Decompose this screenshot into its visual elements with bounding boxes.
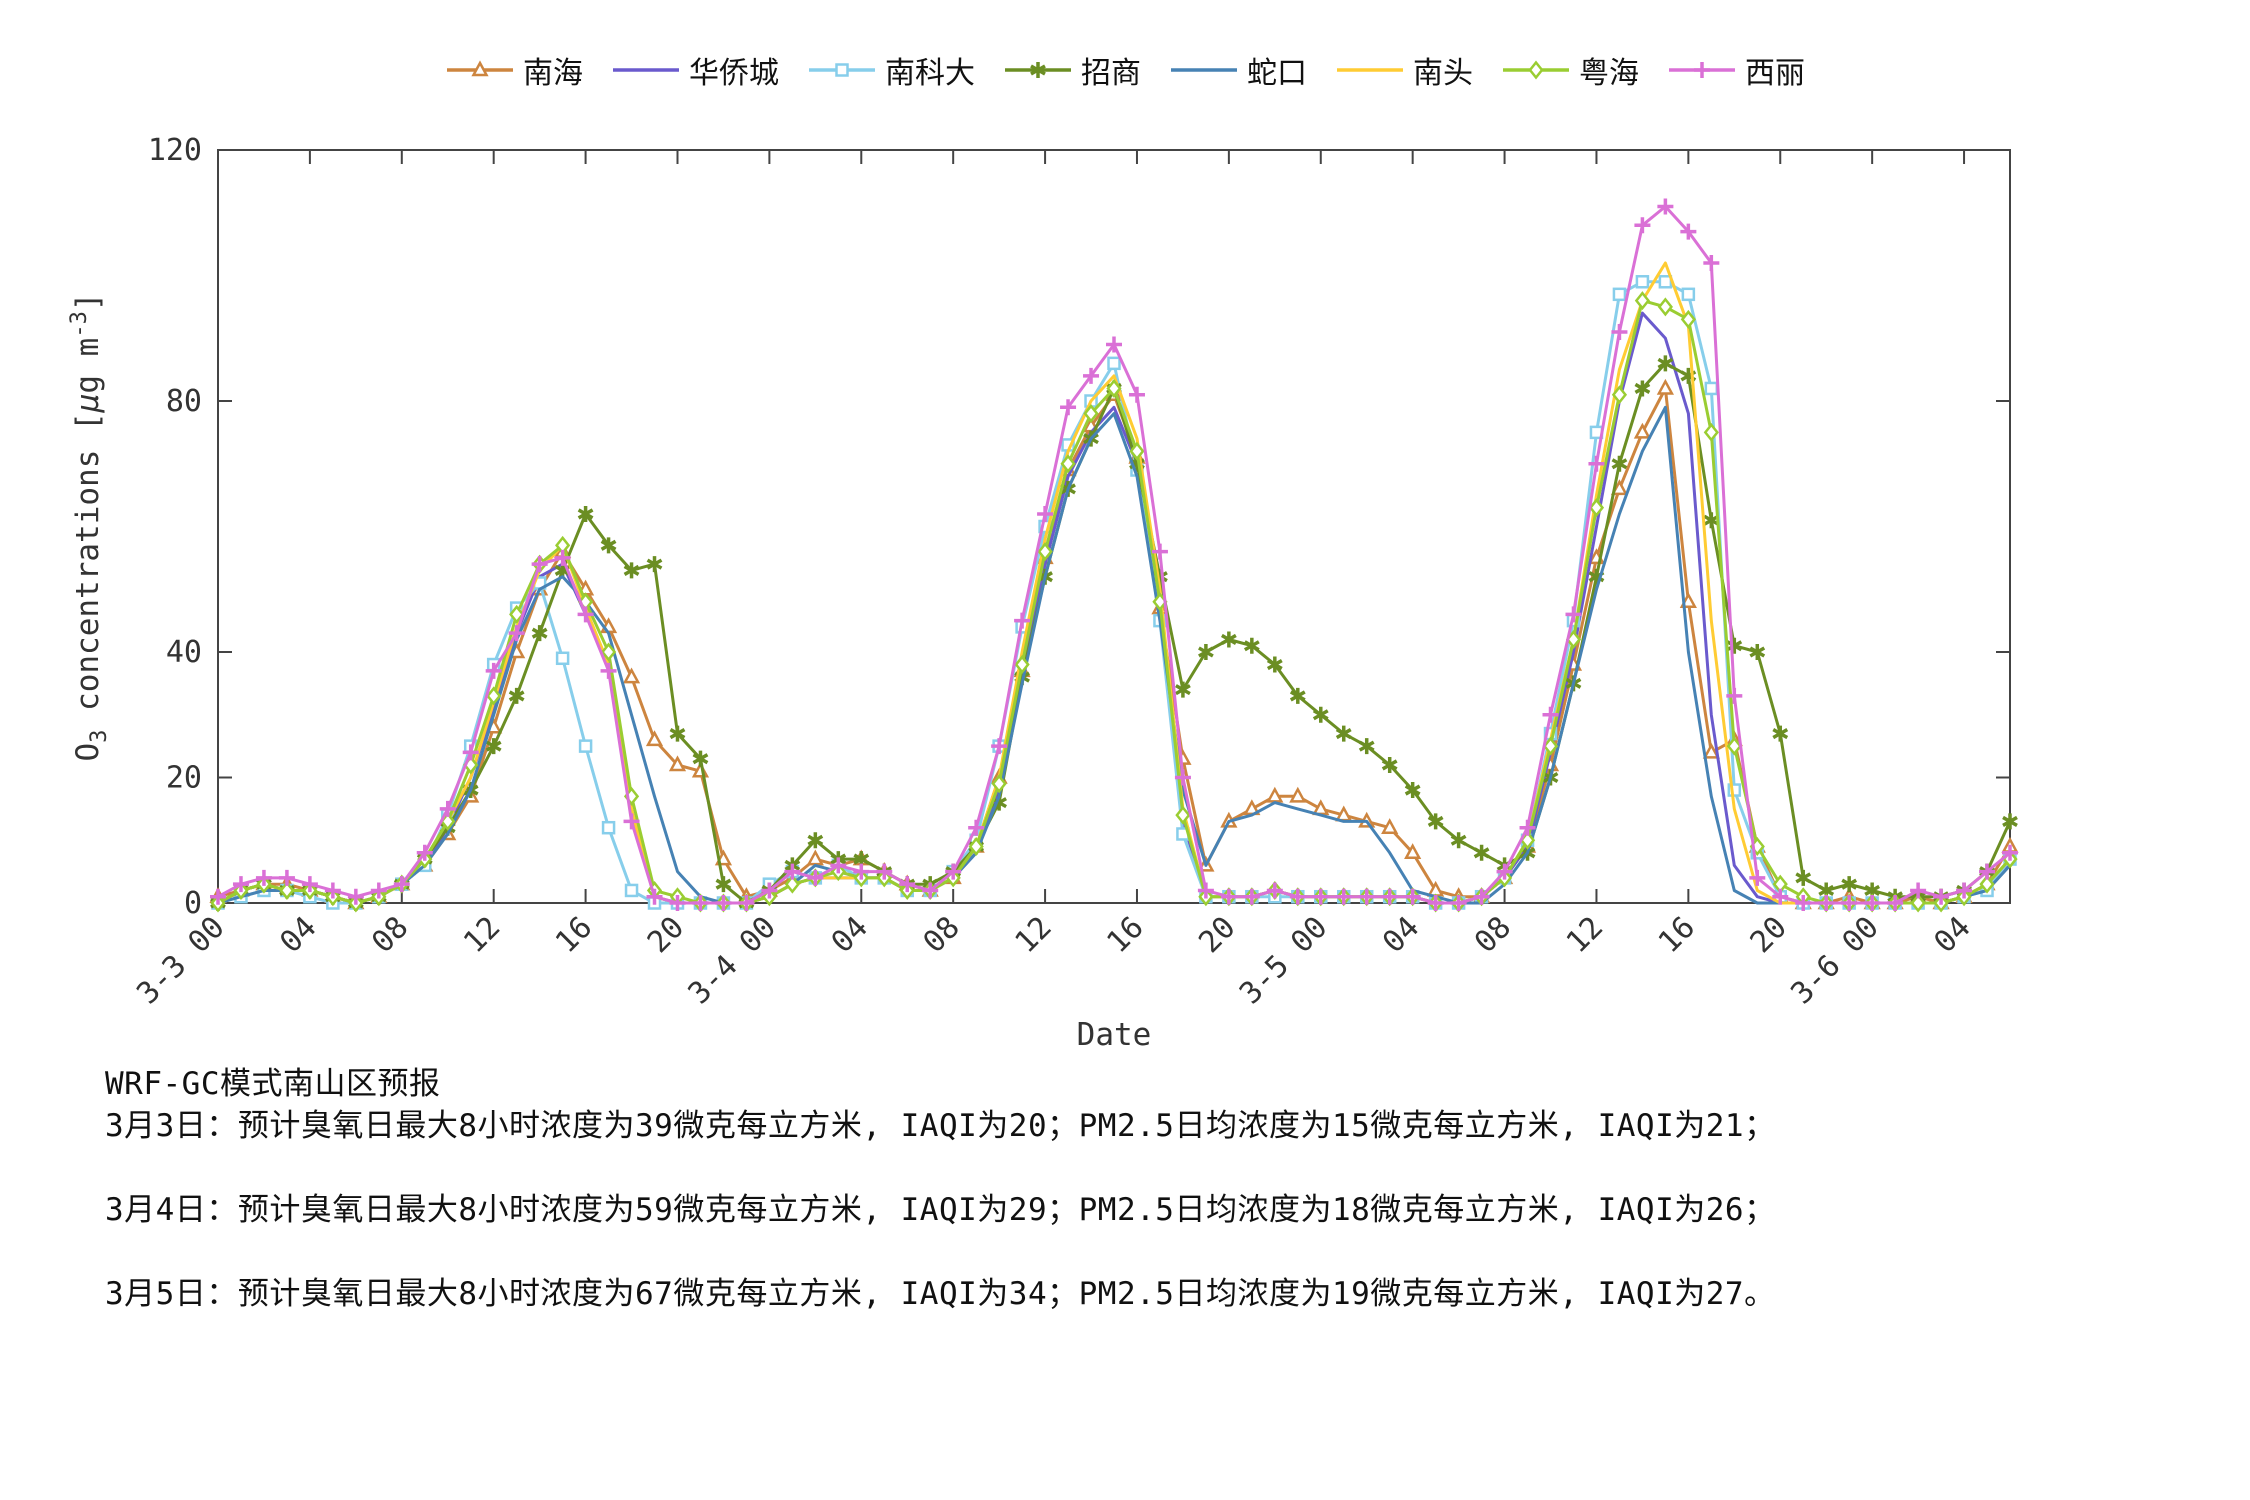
x-tick-label: 12	[457, 910, 507, 960]
legend-marker-plus-icon	[1669, 62, 1735, 78]
x-tick-label: 20	[1192, 910, 1242, 960]
x-tick-label: 12	[1008, 910, 1058, 960]
series-南海	[209, 378, 2019, 910]
legend-label: 西丽	[1745, 56, 1805, 91]
legend-marker-square-icon	[809, 63, 875, 77]
legend-label: 蛇口	[1247, 56, 1307, 91]
x-tick-label: 16	[1100, 910, 1150, 960]
x-tick-label: 3-5 00	[1233, 910, 1334, 1011]
forecast-day2-text: 3月4日：预计臭氧日最大8小时浓度为59微克每立方米, IAQI为29；PM2.…	[105, 1192, 1776, 1228]
y-tick-label: 20	[166, 761, 202, 796]
x-tick-label: 3-4 00	[682, 910, 783, 1011]
chart-legend: 南海 华侨城 南科大 招商 蛇口 南头 粤海 西丽	[0, 48, 2250, 92]
forecast-day1-text: 3月3日：预计臭氧日最大8小时浓度为39微克每立方米, IAQI为20；PM2.…	[105, 1108, 1776, 1144]
x-tick-label: 04	[1927, 910, 1977, 960]
series-南科大	[211, 275, 2017, 910]
legend-marker-none-icon	[1171, 68, 1237, 72]
legend-item-粤海: 粤海	[1501, 48, 1639, 92]
y-tick-label: 0	[184, 886, 202, 921]
forecast-day3-text: 3月5日：预计臭氧日最大8小时浓度为67微克每立方米, IAQI为34；PM2.…	[105, 1276, 1776, 1312]
legend-item-华侨城: 华侨城	[611, 48, 779, 92]
legend-marker-none-icon	[1337, 68, 1403, 72]
x-tick-label: 20	[641, 910, 691, 960]
legend-marker-triangle-icon	[447, 60, 513, 77]
legend-marker-diamond-icon	[1503, 60, 1569, 80]
legend-label: 南头	[1413, 56, 1473, 91]
x-tick-label: 08	[917, 910, 967, 960]
x-tick-label: 3-6 00	[1784, 910, 1885, 1011]
series-西丽	[210, 198, 2018, 911]
x-tick-label: 16	[549, 910, 599, 960]
y-tick-label: 120	[148, 133, 202, 168]
x-tick-label: 3-3 00	[130, 910, 231, 1011]
legend-item-南头: 南头	[1335, 48, 1473, 92]
x-tick-label: 04	[825, 910, 875, 960]
plot-frame	[217, 149, 2011, 904]
legend-marker-asterisk-icon	[1005, 62, 1071, 78]
legend-label: 华侨城	[689, 56, 779, 91]
legend-item-蛇口: 蛇口	[1169, 48, 1307, 92]
x-axis-label: Date	[1077, 1017, 1152, 1053]
x-tick-label: 04	[1376, 910, 1426, 960]
legend-marker-none-icon	[613, 68, 679, 72]
x-tick-label: 08	[365, 910, 415, 960]
legend-label: 招商	[1081, 56, 1141, 91]
y-tick-label: 40	[166, 635, 202, 670]
legend-item-西丽: 西丽	[1667, 48, 1805, 92]
legend-item-招商: 招商	[1003, 48, 1141, 92]
y-axis-label: O3 concentrations [µg m-3]	[67, 292, 112, 761]
legend-label: 粤海	[1579, 56, 1639, 91]
x-tick-label: 08	[1468, 910, 1518, 960]
series-华侨城	[216, 311, 2012, 905]
series-招商	[210, 355, 2018, 911]
y-tick-label: 80	[166, 384, 202, 419]
x-tick-label: 20	[1744, 910, 1794, 960]
legend-item-南科大: 南科大	[807, 48, 975, 92]
series-粤海	[210, 291, 2018, 913]
forecast-title: WRF-GC模式南山区预报	[105, 1066, 441, 1102]
legend-label: 南科大	[885, 56, 975, 91]
x-tick-label: 04	[273, 910, 323, 960]
x-tick-label: 16	[1652, 910, 1702, 960]
legend-label: 南海	[523, 56, 583, 91]
x-tick-label: 12	[1560, 910, 1610, 960]
legend-item-南海: 南海	[445, 48, 583, 92]
